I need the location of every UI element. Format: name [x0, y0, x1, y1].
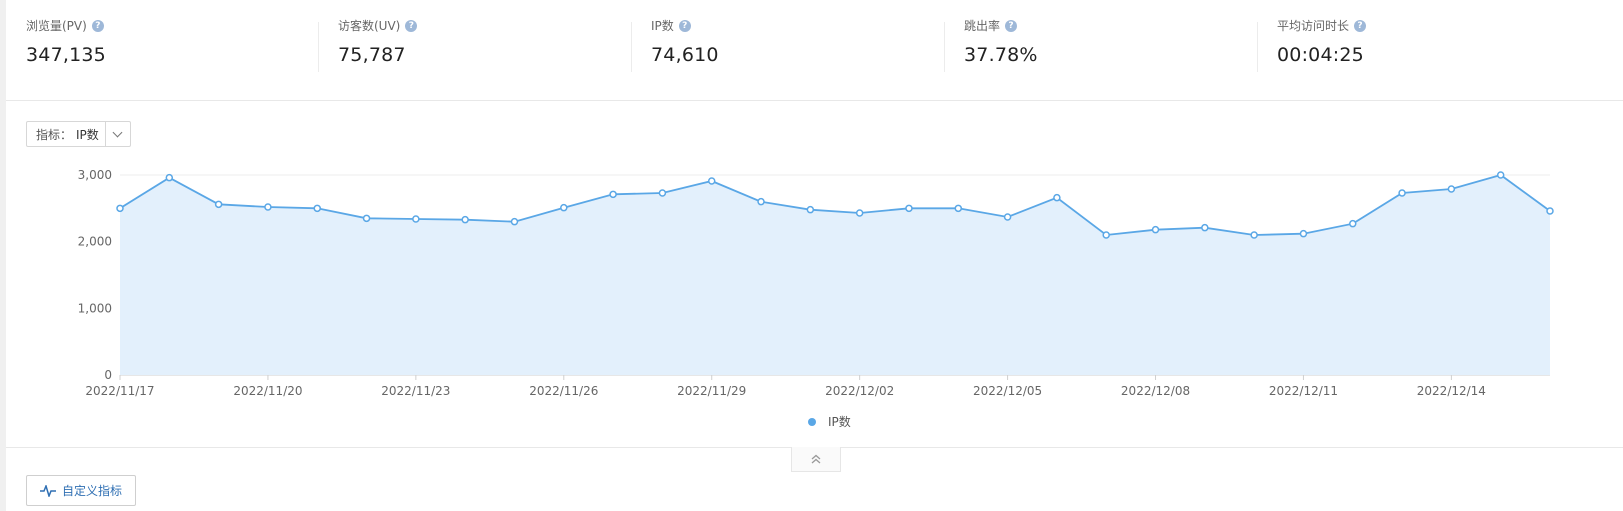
x-tick-label: 2022/12/11: [1269, 384, 1338, 398]
data-point[interactable]: [1102, 231, 1110, 239]
data-point[interactable]: [1546, 207, 1554, 215]
pulse-icon: [39, 484, 56, 497]
help-icon[interactable]: ?: [1005, 20, 1018, 32]
metric-dropdown-toggle[interactable]: [104, 122, 130, 146]
data-point[interactable]: [609, 190, 617, 199]
stat-divider: [318, 22, 319, 72]
y-tick-label: 1,000: [78, 301, 112, 315]
data-point[interactable]: [214, 200, 223, 209]
chevron-down-icon: [112, 127, 123, 137]
stat-divider: [944, 22, 945, 72]
x-tick-label: 2022/12/05: [973, 384, 1042, 398]
data-point[interactable]: [954, 204, 963, 213]
stat-value: 75,787: [338, 44, 406, 66]
data-point[interactable]: [658, 189, 667, 197]
data-point[interactable]: [1151, 225, 1160, 234]
data-point[interactable]: [1349, 219, 1357, 228]
custom-metric-button[interactable]: 自定义指标: [26, 475, 136, 506]
stat-uv: 访客数(UV)? 75,787: [338, 18, 418, 74]
help-icon[interactable]: ?: [405, 20, 418, 32]
data-point[interactable]: [1447, 185, 1456, 193]
data-point[interactable]: [412, 215, 420, 223]
x-tick-label: 2022/12/02: [825, 384, 894, 398]
y-tick-label: 0: [104, 368, 112, 382]
data-point[interactable]: [510, 217, 519, 226]
stat-avg-duration: 平均访问时长? 00:04:25: [1277, 18, 1367, 74]
help-icon[interactable]: ?: [91, 20, 104, 32]
data-point[interactable]: [905, 204, 913, 213]
data-point[interactable]: [264, 203, 272, 211]
stat-ip: IP数? 74,610: [651, 18, 719, 74]
data-point[interactable]: [1250, 231, 1258, 239]
data-point[interactable]: [1398, 189, 1406, 197]
stat-label: 跳出率: [964, 19, 1001, 33]
stats-summary: 浏览量(PV)? 347,135 访客数(UV)? 75,787 IP数? 74…: [6, 0, 1623, 101]
y-tick-label: 2,000: [78, 235, 112, 249]
chevron-up-double-icon: [811, 454, 821, 464]
chart-legend[interactable]: IP数: [808, 413, 851, 430]
metric-selector-value: IP数: [76, 127, 99, 142]
data-point[interactable]: [806, 205, 815, 214]
data-point[interactable]: [855, 209, 864, 217]
y-tick-label: 3,000: [78, 168, 112, 182]
stat-label: IP数: [651, 19, 674, 33]
stat-divider: [1257, 22, 1258, 72]
stat-pv: 浏览量(PV)? 347,135: [26, 18, 106, 74]
x-tick-label: 2022/12/08: [1121, 384, 1190, 398]
series-line: [119, 174, 1551, 236]
data-point[interactable]: [1003, 213, 1012, 221]
stat-value: 37.78%: [964, 44, 1038, 66]
metric-selector[interactable]: 指标： IP数: [26, 121, 131, 147]
data-point[interactable]: [1201, 223, 1209, 232]
data-point[interactable]: [116, 204, 124, 213]
stat-label: 平均访问时长: [1277, 19, 1350, 33]
data-point[interactable]: [707, 177, 716, 185]
metric-selector-label: 指标：: [36, 127, 73, 142]
legend-marker: [808, 417, 816, 426]
x-tick-label: 2022/11/26: [529, 384, 598, 398]
collapse-button[interactable]: [791, 447, 841, 472]
left-edge: [0, 0, 6, 511]
stat-bounce-rate: 跳出率? 37.78%: [964, 18, 1038, 74]
x-tick-label: 2022/11/20: [233, 384, 302, 398]
stat-value: 74,610: [651, 44, 719, 66]
data-point[interactable]: [757, 197, 765, 206]
stat-value: 347,135: [26, 44, 106, 66]
x-tick-label: 2022/11/23: [381, 384, 450, 398]
area-fill: [120, 175, 1550, 375]
x-tick-label: 2022/11/29: [677, 384, 746, 398]
x-tick-label: 2022/11/17: [85, 384, 154, 398]
stat-divider: [631, 22, 632, 72]
data-point[interactable]: [461, 215, 469, 224]
data-point[interactable]: [1496, 171, 1505, 179]
ip-trend-chart: 0 1,000 2,000 3,000 2022/11/17 2022/11/20 202…: [78, 168, 1554, 398]
legend-label: IP数: [828, 415, 851, 429]
data-point[interactable]: [313, 204, 321, 213]
stat-value: 00:04:25: [1277, 44, 1364, 66]
x-tick-label: 2022/12/14: [1417, 384, 1486, 398]
stat-label: 访客数(UV): [338, 19, 401, 33]
help-icon[interactable]: ?: [678, 20, 691, 32]
help-icon[interactable]: ?: [1354, 20, 1367, 32]
custom-metric-label: 自定义指标: [61, 484, 122, 498]
data-point[interactable]: [1299, 229, 1308, 238]
data-point[interactable]: [560, 203, 568, 212]
data-point[interactable]: [1053, 193, 1061, 202]
stat-label: 浏览量(PV): [26, 19, 87, 33]
data-point[interactable]: [362, 214, 371, 223]
data-point[interactable]: [165, 173, 174, 182]
